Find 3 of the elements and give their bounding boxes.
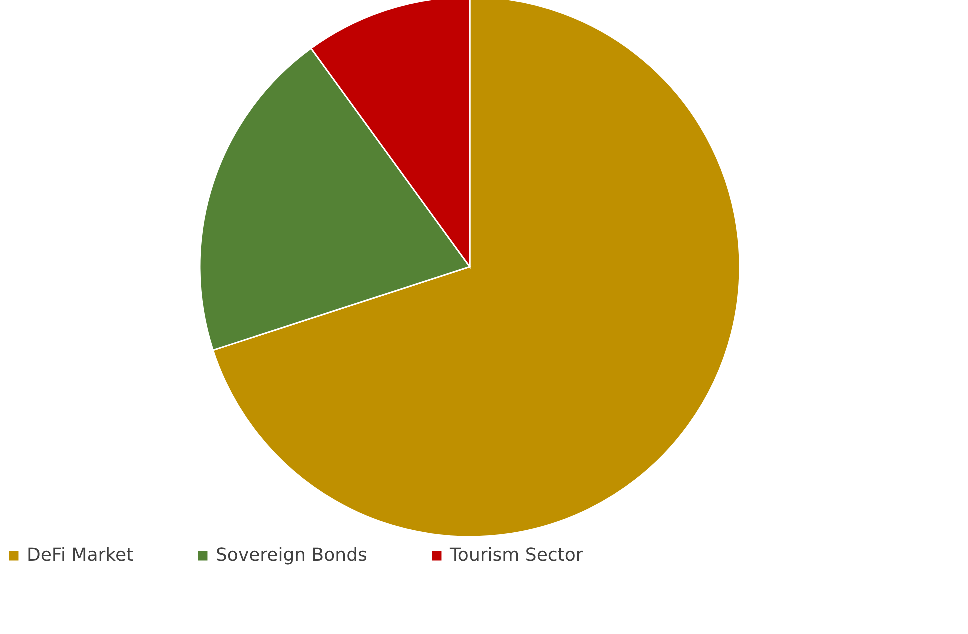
legend-label: Sovereign Bonds — [216, 545, 368, 566]
legend-label: DeFi Market — [27, 545, 134, 566]
legend-label: Tourism Sector — [449, 545, 584, 566]
